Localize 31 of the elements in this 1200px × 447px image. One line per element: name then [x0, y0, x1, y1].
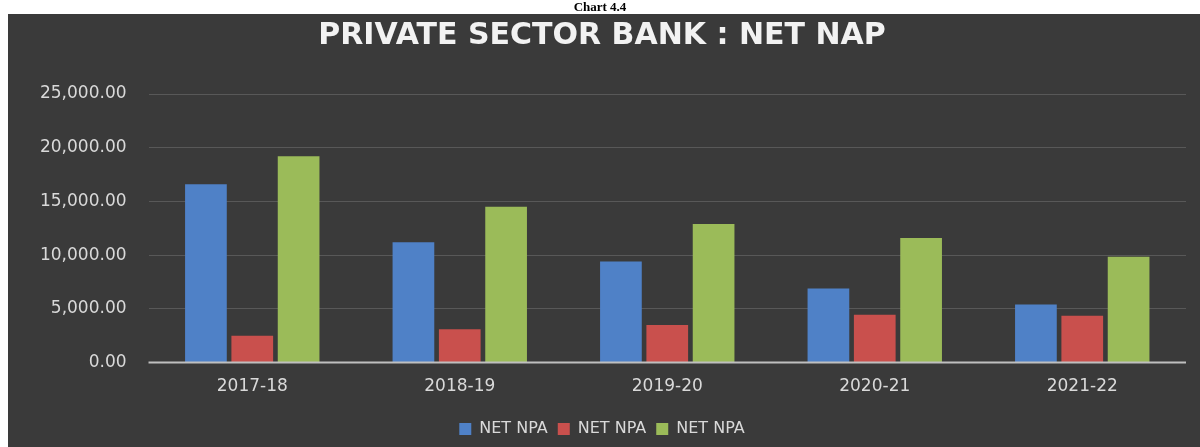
bar — [853, 314, 896, 363]
bar — [438, 329, 481, 363]
bar — [646, 325, 689, 363]
x-tick-label: 2020-21 — [839, 375, 911, 396]
bar — [1015, 304, 1057, 363]
y-tick-label: 25,000.00 — [39, 82, 127, 103]
bar — [392, 242, 435, 363]
bar — [807, 288, 850, 363]
x-tick-label: 2017-18 — [216, 375, 288, 396]
y-tick-label: 0.00 — [88, 351, 127, 372]
bar — [485, 206, 527, 363]
y-tick-label: 5,000.00 — [50, 297, 127, 318]
y-tick-label: 20,000.00 — [39, 136, 127, 157]
legend-label: NET NPA — [577, 418, 647, 438]
bar — [277, 156, 320, 363]
x-tick-label: 2018-19 — [424, 375, 496, 396]
bar — [1107, 256, 1150, 363]
bar — [900, 237, 942, 363]
legend-label: NET NPA — [479, 418, 548, 438]
bar — [600, 261, 642, 363]
bar — [231, 335, 274, 363]
x-tick-label: 2021-22 — [1046, 375, 1118, 396]
chart-title: PRIVATE SECTOR BANK : NET NAP — [318, 15, 886, 51]
y-tick-label: 15,000.00 — [39, 189, 127, 210]
bar — [1061, 315, 1104, 363]
bar — [185, 184, 227, 363]
y-tick-label: 10,000.00 — [39, 243, 127, 264]
bar — [692, 224, 735, 363]
legend-label: NET NPA — [676, 418, 745, 438]
x-tick-label: 2019-20 — [631, 375, 703, 396]
caption: Chart 4.4 — [573, 0, 627, 14]
